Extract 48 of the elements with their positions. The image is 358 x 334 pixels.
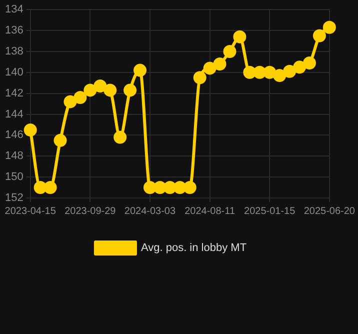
point <box>283 64 296 78</box>
point <box>203 62 216 75</box>
x-tick-label: 2024-08-11 <box>184 206 236 217</box>
y-tick-label: 142 <box>4 87 24 100</box>
point <box>94 80 107 93</box>
y-tick-label: 152 <box>4 192 24 204</box>
y-tick-label: 144 <box>4 108 24 120</box>
point <box>293 60 306 74</box>
x-tick-label: 2023-04-15 <box>4 206 56 217</box>
y-tick-label: 134 <box>4 4 24 16</box>
point <box>183 181 196 194</box>
point <box>233 30 246 44</box>
point <box>163 181 176 194</box>
point <box>273 69 286 82</box>
y-tick-label: 148 <box>4 150 24 162</box>
point <box>134 64 147 77</box>
point <box>193 71 206 84</box>
point <box>302 56 316 70</box>
y-tick-label: 146 <box>4 129 24 142</box>
point <box>322 20 336 34</box>
point <box>64 95 77 108</box>
x-tick-label: 2024-03-03 <box>124 206 176 217</box>
point <box>223 44 236 58</box>
point <box>24 123 37 136</box>
y-tick-label: 150 <box>4 171 24 184</box>
point <box>173 181 186 194</box>
point <box>143 181 156 194</box>
y-tick-label: 138 <box>4 46 24 58</box>
point <box>104 84 117 97</box>
point <box>243 66 256 79</box>
point <box>74 91 87 104</box>
y-tick-label: 136 <box>4 24 24 37</box>
point <box>153 181 166 194</box>
x-tick-label: 2025-01-15 <box>244 206 296 217</box>
x-tick-label: 2025-06-20 <box>304 206 356 217</box>
y-tick-label: 140 <box>4 66 24 78</box>
point <box>213 58 226 71</box>
point <box>312 29 326 42</box>
point <box>44 181 57 194</box>
point <box>124 84 137 97</box>
point <box>54 134 67 147</box>
point <box>114 130 127 144</box>
legend-label: Avg. pos. in lobby MT <box>140 242 247 254</box>
point <box>84 84 97 97</box>
point <box>253 66 266 79</box>
x-tick-label: 2023-09-29 <box>64 206 116 217</box>
point <box>263 66 276 79</box>
point <box>34 181 47 194</box>
